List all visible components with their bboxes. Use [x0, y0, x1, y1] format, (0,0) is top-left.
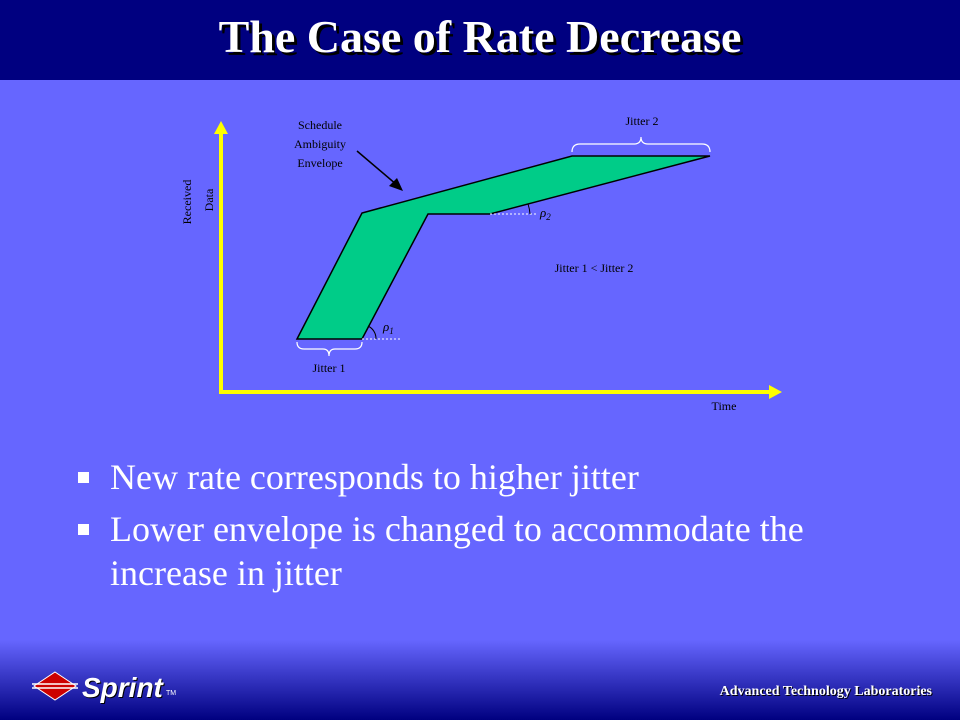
y-axis-arrowhead: [214, 121, 228, 134]
bullet-item: New rate corresponds to higher jitter: [70, 455, 930, 499]
jitter2-brace: [571, 136, 711, 153]
rate1-label: ρ1: [382, 319, 394, 336]
square-bullet-icon: [78, 472, 89, 483]
rate1-angle-arc: [367, 325, 377, 340]
callout-line-2: Ambiguity: [294, 137, 346, 151]
axes: [219, 130, 774, 394]
bullet-text: Lower envelope is changed to accommodate…: [110, 509, 804, 593]
y-axis-label-line-2: Data: [202, 188, 216, 211]
title-bar: The Case of Rate Decrease: [0, 0, 960, 80]
x-axis-label: Time: [712, 399, 737, 413]
jitter1-label: Jitter 1: [313, 361, 346, 375]
callout-line-1: Schedule: [298, 118, 342, 132]
logo-trademark: TM: [166, 690, 177, 697]
diamond-logo-icon: [32, 671, 78, 701]
footer-lab-name: Advanced Technology Laboratories: [719, 684, 932, 699]
x-axis-arrowhead: [769, 385, 782, 399]
jitter2-label: Jitter 2: [626, 114, 659, 128]
bullet-list: New rate corresponds to higher jitter Lo…: [70, 455, 930, 603]
comparison-label: Jitter 1 < Jitter 2: [555, 261, 634, 275]
envelope-diagram: ρ1 ρ2 Jitter 1 Jitter 2 Schedule Ambigui…: [180, 114, 782, 413]
rate2-label: ρ2: [539, 205, 551, 222]
bullet-item: Lower envelope is changed to accommodate…: [70, 507, 930, 595]
callout-arrow-line: [356, 150, 398, 186]
sprint-logo: Sprint TM: [30, 668, 210, 708]
callout-arrowhead: [389, 178, 403, 191]
slide-title: The Case of Rate Decrease: [218, 11, 742, 62]
y-axis-label-line-1: Received: [180, 180, 194, 225]
callout-line-3: Envelope: [297, 156, 342, 170]
footer: Sprint TM Advanced Technology Laboratori…: [0, 640, 960, 720]
rate2-angle-arc: [527, 203, 531, 215]
logo-text: Sprint: [82, 672, 163, 703]
square-bullet-icon: [78, 524, 89, 535]
schedule-ambiguity-envelope: [295, 155, 711, 340]
jitter1-brace: [296, 341, 363, 357]
bullet-text: New rate corresponds to higher jitter: [110, 457, 639, 497]
